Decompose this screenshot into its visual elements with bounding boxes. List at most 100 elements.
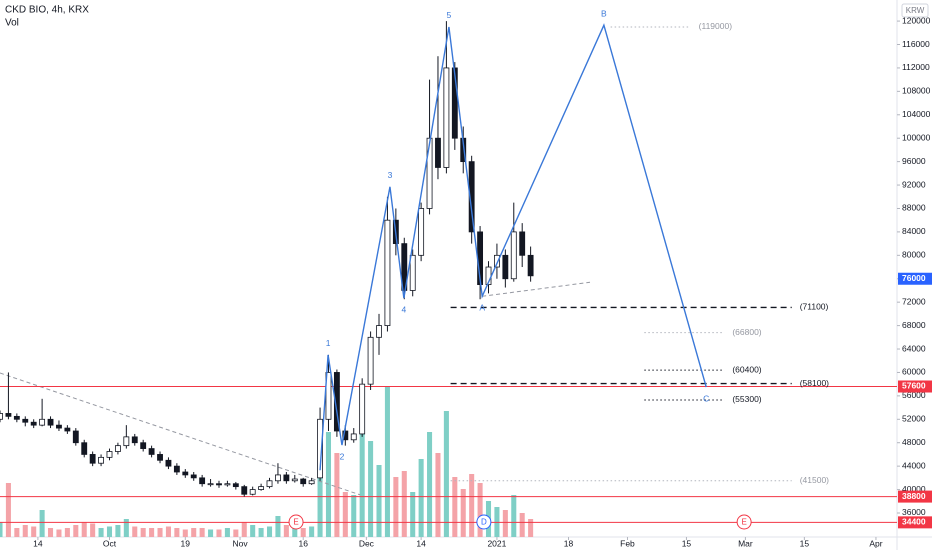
x-tick-label: Dec <box>359 538 375 548</box>
volume-bar <box>443 411 449 537</box>
x-tick-label: 19 <box>181 538 191 548</box>
y-tick-label: 88000 <box>902 203 926 213</box>
candle-body <box>376 325 382 338</box>
candle-body <box>140 442 147 449</box>
target-label: (55300) <box>732 394 761 404</box>
volume-bar <box>410 492 416 537</box>
x-tick-label: Mar <box>738 538 753 548</box>
volume-bar <box>401 471 407 537</box>
wave-label: 1 <box>326 338 331 348</box>
volume-bar <box>14 528 20 537</box>
y-tick-label: 56000 <box>902 390 926 400</box>
wave-label: 2 <box>340 451 345 461</box>
volume-bar <box>418 459 424 537</box>
candle-body <box>443 67 450 168</box>
volume-bar <box>528 519 534 537</box>
volume-bar <box>519 513 525 537</box>
volume-bar <box>106 526 113 537</box>
x-tick-label: Nov <box>232 538 248 548</box>
x-tick-label: Apr <box>869 538 882 548</box>
y-tick-label: 116000 <box>902 39 930 49</box>
volume-bar <box>275 516 281 537</box>
candle-body <box>527 254 534 277</box>
candle-body <box>510 231 517 280</box>
candle-body <box>22 418 29 423</box>
volume-bar <box>233 529 239 537</box>
candle-body <box>123 436 130 447</box>
currency: KRW <box>906 6 925 15</box>
x-tick-label: 2021 <box>487 538 506 548</box>
y-tick-label: 72000 <box>902 296 926 306</box>
y-tick-label: 120000 <box>902 15 931 25</box>
candle-body <box>384 219 391 326</box>
x-tick-label: 16 <box>298 538 308 548</box>
y-tick-label: 112000 <box>902 62 930 72</box>
x-tick-label: Oct <box>103 538 117 548</box>
level-tag <box>898 380 932 393</box>
candle-body <box>114 445 121 452</box>
candle-body <box>519 231 526 256</box>
level-label: 38800 <box>902 491 926 501</box>
volume-bar <box>140 528 146 537</box>
volume-bar <box>64 528 70 537</box>
last-price-label: 76000 <box>902 273 926 283</box>
candle-body <box>308 480 315 485</box>
candle-body <box>47 418 54 426</box>
y-tick-label: 36000 <box>902 507 926 517</box>
candle-body <box>258 486 265 490</box>
volume-bar <box>22 525 28 537</box>
wave-label: 4 <box>401 304 406 314</box>
volume-bar <box>5 483 11 537</box>
volume-bar <box>199 528 205 537</box>
volume-bar <box>165 526 171 537</box>
volume-bar <box>376 465 382 537</box>
volume-bar <box>182 529 188 537</box>
volume-bar <box>342 492 348 537</box>
volume-bar <box>435 453 441 537</box>
target-label: (71100) <box>800 302 829 312</box>
candle-body <box>131 436 138 444</box>
volume-bar <box>258 528 264 537</box>
y-tick-label: 84000 <box>902 226 926 236</box>
volume-bar <box>56 529 62 537</box>
target-label: (119000) <box>699 21 733 31</box>
candle-body <box>13 415 20 420</box>
y-tick-label: 52000 <box>902 414 926 424</box>
candle-body <box>81 442 88 455</box>
volume-bar <box>334 453 340 537</box>
level-label: 34400 <box>902 517 926 527</box>
y-tick-label: 108000 <box>902 86 931 96</box>
volume-bar <box>460 489 466 537</box>
level-label: 57600 <box>902 381 926 391</box>
candle-body <box>199 477 206 485</box>
volume-bar <box>132 526 138 537</box>
volume-bar <box>502 510 508 537</box>
volume-label: Vol <box>5 18 19 29</box>
volume-bar <box>469 474 475 537</box>
volume-bar <box>511 495 517 537</box>
candle-body <box>106 451 113 458</box>
volume-bar <box>384 387 390 537</box>
x-tick-label: 14 <box>33 538 43 548</box>
candle-body <box>173 465 180 473</box>
volume-bar <box>241 522 247 537</box>
x-tick-label: Feb <box>620 538 635 548</box>
candle-body <box>401 243 408 291</box>
y-tick-label: 64000 <box>902 343 926 353</box>
currency-box <box>901 3 929 18</box>
volume-bar <box>250 525 256 537</box>
candle-body <box>182 471 189 476</box>
wave-label: 5 <box>447 10 452 20</box>
volume-bar <box>31 526 37 537</box>
candle-body <box>39 418 46 426</box>
candle-body <box>359 383 366 435</box>
candle-body <box>367 336 374 385</box>
event-label: D <box>481 518 487 527</box>
volume-bar <box>359 417 365 537</box>
wave-label: C <box>703 393 709 403</box>
candle-body <box>291 478 298 482</box>
volume-bar <box>300 528 306 537</box>
volume-bar <box>216 529 222 537</box>
wave-label: 3 <box>388 170 393 180</box>
